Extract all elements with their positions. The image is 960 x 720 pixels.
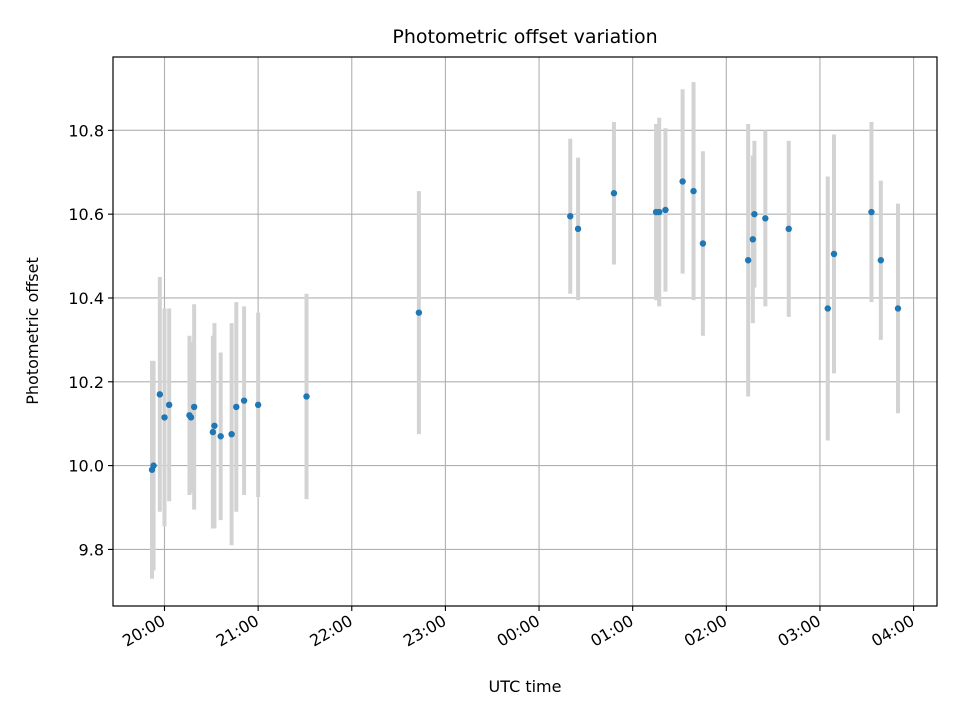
data-points — [148, 178, 902, 473]
data-point — [824, 305, 831, 312]
x-axis-label: UTC time — [489, 677, 562, 696]
data-point — [190, 403, 198, 411]
data-point — [699, 240, 707, 247]
data-point — [303, 393, 310, 400]
y-tick-label: 9.8 — [79, 540, 104, 559]
data-point — [749, 236, 757, 243]
chart-title: Photometric offset variation — [392, 26, 657, 48]
data-point — [165, 401, 173, 409]
y-tick-label: 10.6 — [68, 205, 104, 224]
y-tick-label: 10.0 — [68, 457, 104, 476]
data-point — [240, 397, 248, 404]
data-point — [415, 309, 423, 316]
data-point — [751, 210, 758, 218]
plot-frame — [112, 56, 938, 607]
y-axis-label: Photometric offset — [23, 257, 42, 405]
data-point — [567, 213, 574, 220]
y-tick-label: 10.8 — [68, 121, 104, 140]
data-point — [161, 414, 168, 421]
data-point — [574, 225, 582, 233]
grid — [113, 57, 937, 606]
data-point — [150, 462, 157, 469]
data-point — [217, 433, 224, 440]
data-point — [830, 250, 838, 258]
y-tick-label: 10.2 — [68, 373, 104, 392]
data-point — [868, 208, 875, 216]
y-tick-label: 10.4 — [68, 289, 104, 308]
data-point — [209, 428, 217, 436]
data-point — [187, 414, 195, 421]
data-point — [894, 305, 902, 312]
data-point — [690, 187, 697, 195]
data-point — [228, 430, 235, 438]
data-point — [762, 215, 769, 222]
data-point — [656, 208, 663, 216]
data-point — [662, 206, 669, 214]
data-point — [785, 225, 792, 233]
data-point — [156, 391, 164, 398]
data-point — [211, 422, 218, 429]
data-point — [744, 257, 752, 264]
y-axis: 9.8 10.0 10.2 10.4 10.6 10.8 — [68, 121, 113, 559]
data-point — [679, 178, 686, 185]
data-point — [877, 257, 885, 264]
data-point — [233, 403, 240, 411]
data-point — [254, 401, 262, 409]
data-point — [610, 190, 618, 197]
